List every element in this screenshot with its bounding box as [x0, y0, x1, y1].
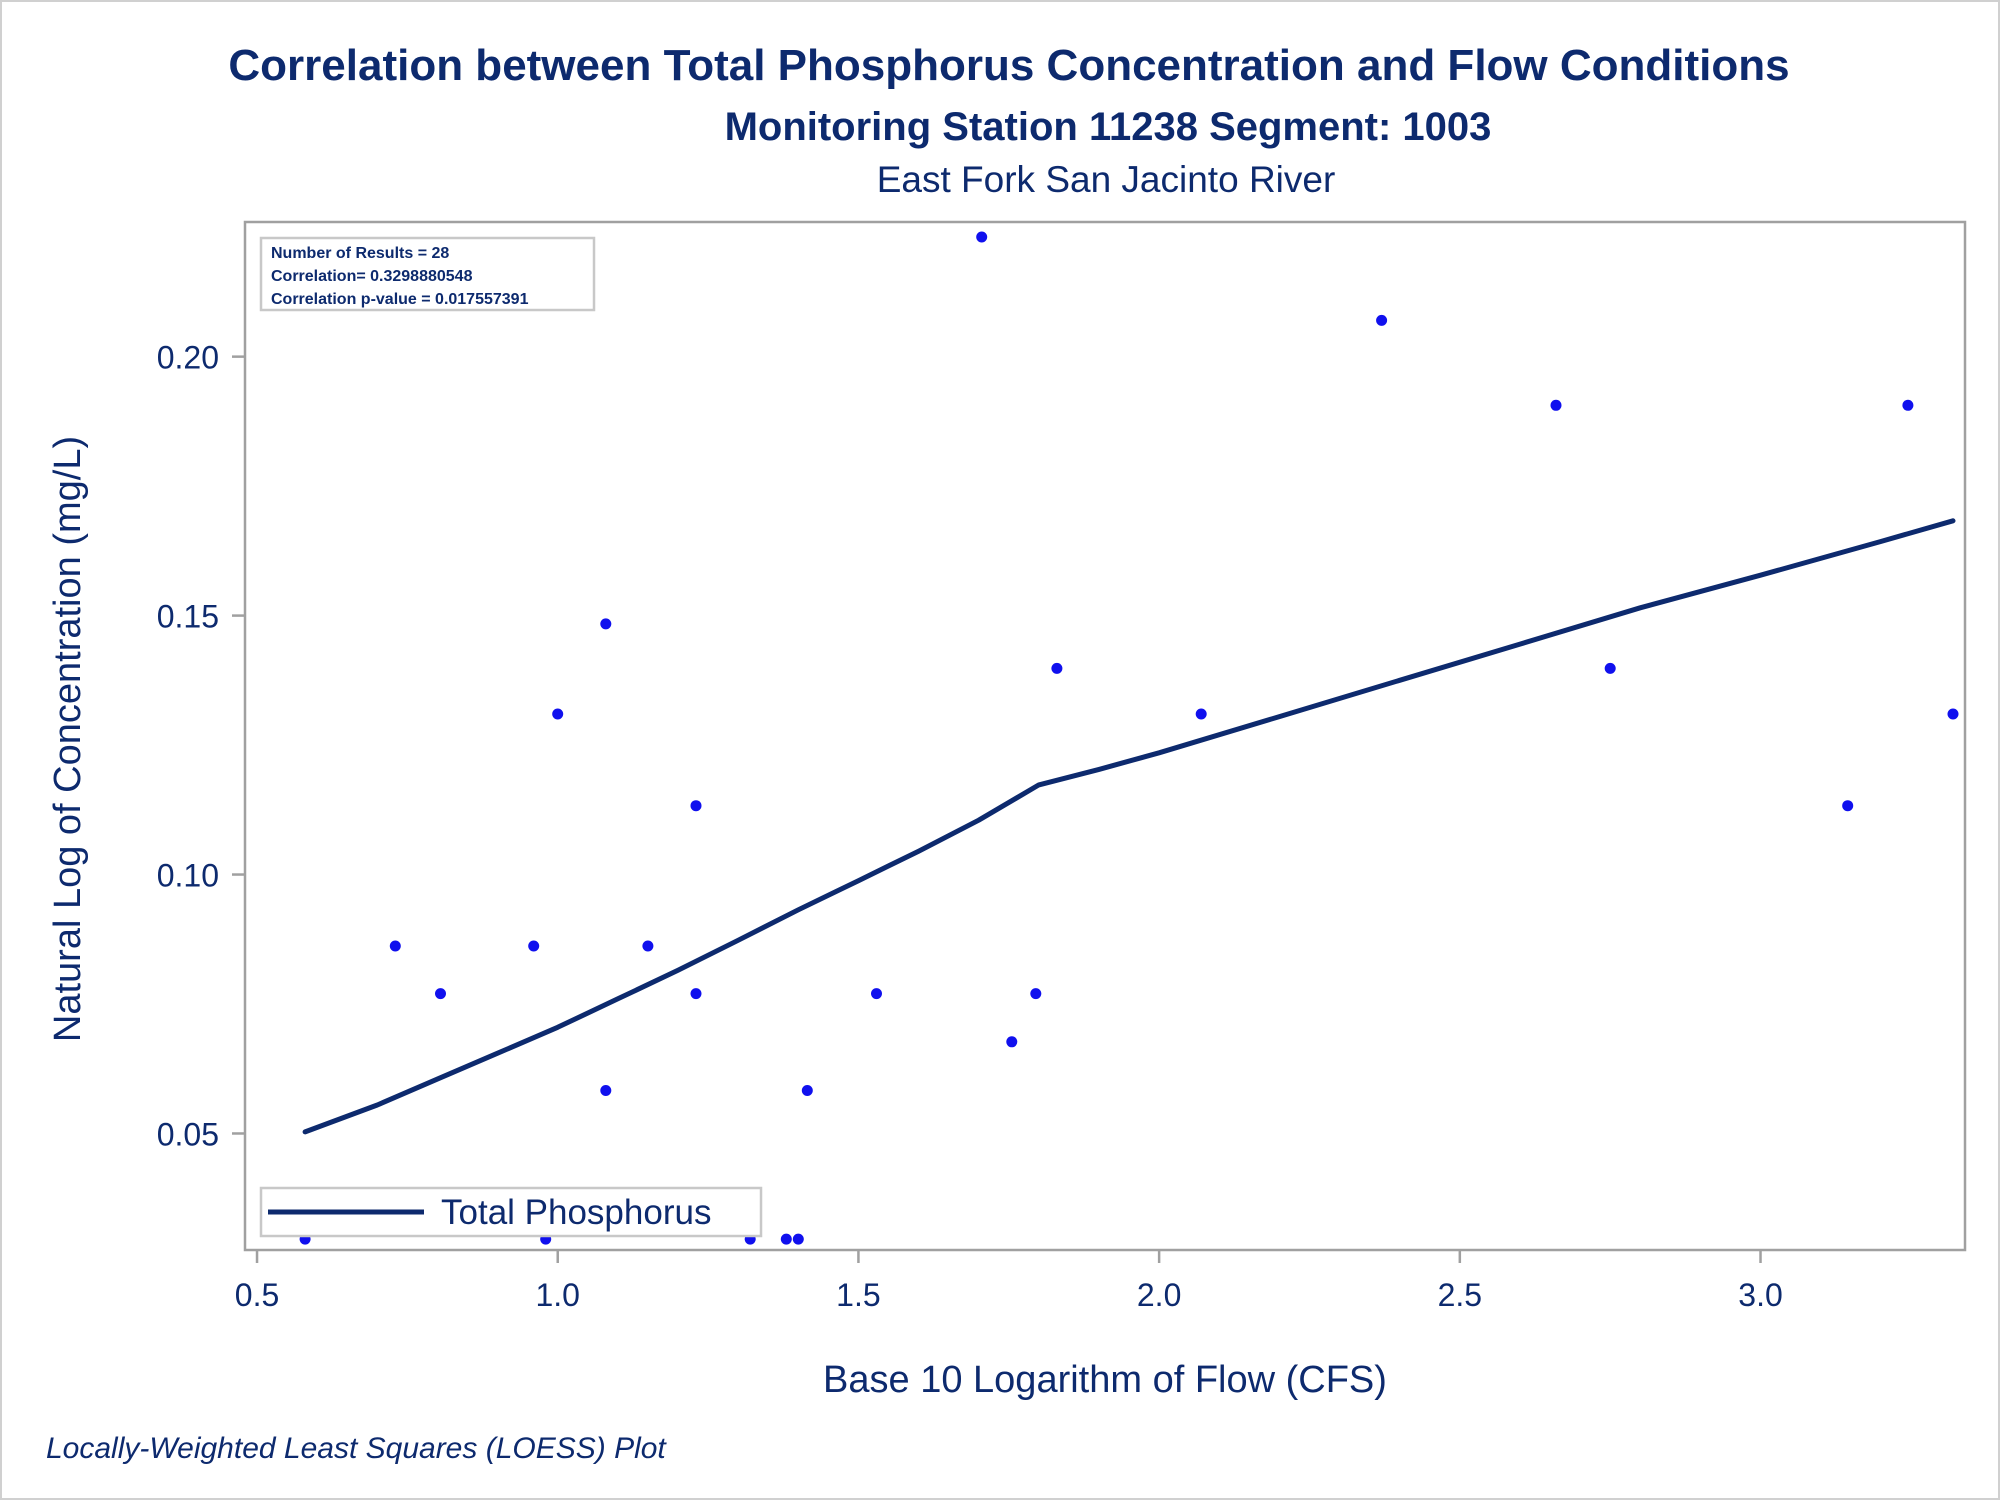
- stats-line-3: Correlation p-value = 0.017557391: [271, 291, 529, 308]
- data-point: [1376, 314, 1388, 326]
- data-point: [1030, 988, 1042, 1000]
- y-tick-label: 0.10: [157, 858, 219, 894]
- data-point: [1051, 662, 1063, 674]
- x-axis-label: Base 10 Logarithm of Flow (CFS): [823, 1359, 1387, 1401]
- data-point: [600, 618, 612, 630]
- footnote: Locally-Weighted Least Squares (LOESS) P…: [46, 1432, 667, 1465]
- data-point: [642, 940, 654, 952]
- data-point: [780, 1233, 792, 1245]
- y-axis: 0.05 0.10 0.15 0.20: [157, 340, 245, 1152]
- data-point: [792, 1233, 804, 1245]
- data-point: [1604, 662, 1616, 674]
- x-tick-label: 2.0: [1137, 1277, 1181, 1313]
- y-tick-label: 0.15: [157, 599, 219, 635]
- chart-title: Correlation between Total Phosphorus Con…: [228, 41, 1789, 90]
- data-point: [435, 988, 446, 1000]
- stats-line-2: Correlation= 0.3298880548: [271, 268, 473, 285]
- data-point: [976, 231, 988, 243]
- data-point: [1550, 399, 1562, 411]
- data-point: [690, 988, 702, 1000]
- data-point: [600, 1085, 612, 1096]
- plot-area-frame: [243, 220, 1967, 1252]
- data-point: [1006, 1036, 1018, 1048]
- stats-line-1: Number of Results = 28: [271, 245, 449, 262]
- legend-frame: [259, 1186, 763, 1238]
- y-tick-label: 0.20: [157, 340, 219, 376]
- y-axis-label: Natural Log of Concentration (mg/L): [47, 436, 89, 1042]
- data-points: [299, 231, 1959, 1245]
- chart-subtitle: Monitoring Station 11238 Segment: 1003: [725, 105, 1492, 149]
- x-tick-label: 2.5: [1438, 1277, 1482, 1313]
- data-point: [690, 800, 702, 812]
- legend: Total Phosphorus: [259, 1186, 763, 1238]
- legend-label-total-phosphorus: Total Phosphorus: [441, 1193, 711, 1232]
- loess-series: [302, 518, 1956, 1135]
- data-point: [1195, 708, 1207, 720]
- data-point: [389, 940, 401, 952]
- x-tick-label: 1.0: [535, 1277, 579, 1313]
- data-point: [528, 940, 540, 952]
- series-line-total-phosphorus: [302, 518, 1956, 1135]
- data-point: [871, 988, 882, 1000]
- stats-box: Number of Results = 28 Correlation= 0.32…: [259, 236, 596, 312]
- x-tick-label: 3.0: [1738, 1277, 1782, 1313]
- x-axis: 0.5 1.0 1.5 2.0 2.5 3.0: [235, 1250, 1783, 1313]
- y-tick-label: 0.05: [157, 1116, 219, 1152]
- data-point: [1902, 399, 1914, 411]
- stats-box-frame: [259, 236, 596, 312]
- data-point: [552, 708, 564, 720]
- data-point: [801, 1085, 813, 1096]
- data-point: [1842, 800, 1854, 812]
- x-tick-label: 1.5: [836, 1277, 880, 1313]
- data-point: [1947, 708, 1959, 720]
- x-tick-label: 0.5: [235, 1277, 279, 1313]
- chart-subtitle-2: East Fork San Jacinto River: [877, 159, 1336, 200]
